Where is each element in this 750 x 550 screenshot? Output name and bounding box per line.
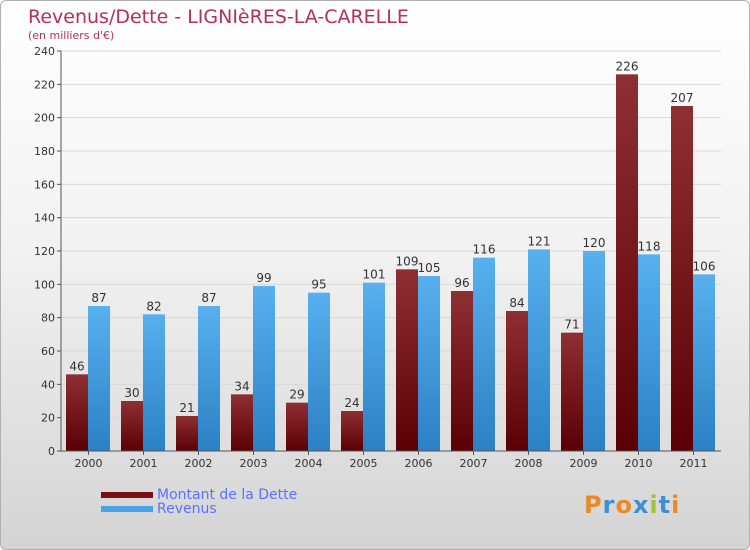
- logo-letter: x: [632, 491, 650, 519]
- data-label-dette: 46: [69, 359, 84, 373]
- data-label-dette: 30: [124, 386, 139, 400]
- y-tick-label: 100: [34, 278, 55, 291]
- bar-dette: [671, 106, 693, 451]
- data-label-dette: 109: [396, 254, 419, 268]
- x-tick-label: 2011: [680, 457, 708, 470]
- data-label-revenus: 82: [146, 299, 161, 313]
- x-tick-label: 2001: [130, 457, 158, 470]
- y-tick-label: 60: [41, 345, 55, 358]
- y-tick-label: 220: [34, 78, 55, 91]
- proxiti-logo: Proxiti: [584, 491, 680, 519]
- data-label-revenus: 101: [363, 268, 386, 282]
- legend-swatch-revenus: [101, 506, 153, 512]
- y-tick-label: 20: [41, 412, 55, 425]
- y-tick-label: 80: [41, 312, 55, 325]
- logo-letter: i: [649, 491, 659, 519]
- logo-letter: r: [602, 491, 616, 519]
- bar-dette: [121, 401, 143, 451]
- x-tick-label: 2002: [185, 457, 213, 470]
- data-label-dette: 34: [234, 379, 249, 393]
- logo-letter: t: [658, 491, 672, 519]
- bar-revenus: [143, 314, 165, 451]
- legend-item-dette: Montant de la Dette: [101, 487, 297, 503]
- chart-subtitle: (en milliers d'€): [28, 29, 115, 42]
- data-label-dette: 21: [179, 401, 194, 415]
- bar-revenus: [473, 257, 495, 451]
- y-tick-label: 180: [34, 145, 55, 158]
- x-tick-label: 2003: [240, 457, 268, 470]
- bar-revenus: [363, 282, 385, 451]
- data-label-revenus: 120: [583, 236, 606, 250]
- data-label-revenus: 106: [693, 259, 716, 273]
- y-tick-label: 200: [34, 112, 55, 125]
- bar-revenus: [88, 306, 110, 451]
- x-tick-label: 2004: [295, 457, 323, 470]
- x-tick-label: 2009: [570, 457, 598, 470]
- x-tick-label: 2005: [350, 457, 378, 470]
- legend-label-dette: Montant de la Dette: [157, 487, 298, 503]
- bar-dette: [506, 311, 528, 451]
- bar-revenus: [198, 306, 220, 451]
- bar-dette: [341, 411, 363, 451]
- y-tick-label: 0: [48, 445, 55, 458]
- logo-letter: P: [584, 491, 603, 519]
- legend-label-revenus: Revenus: [157, 501, 217, 517]
- data-label-revenus: 121: [528, 234, 551, 248]
- bar-dette: [286, 402, 308, 451]
- data-label-dette: 84: [509, 296, 524, 310]
- bar-dette: [231, 394, 253, 451]
- data-label-revenus: 99: [256, 271, 271, 285]
- data-label-dette: 96: [454, 276, 469, 290]
- data-label-revenus: 87: [91, 291, 106, 305]
- bar-dette: [396, 269, 418, 451]
- y-tick-label: 140: [34, 212, 55, 225]
- bar-dette: [561, 332, 583, 451]
- data-label-dette: 207: [671, 91, 694, 105]
- bar-revenus: [638, 254, 660, 451]
- logo-letter: o: [615, 491, 633, 519]
- data-label-revenus: 116: [473, 243, 496, 257]
- data-label-dette: 226: [616, 59, 639, 73]
- x-tick-label: 2007: [460, 457, 488, 470]
- x-tick-label: 2006: [405, 457, 433, 470]
- data-label-dette: 24: [344, 396, 359, 410]
- data-label-dette: 29: [289, 388, 304, 402]
- logo-letter: i: [671, 491, 681, 519]
- bar-dette: [616, 74, 638, 451]
- bar-revenus: [693, 274, 715, 451]
- data-label-revenus: 87: [201, 291, 216, 305]
- data-label-revenus: 105: [418, 261, 441, 275]
- y-tick-label: 120: [34, 245, 55, 258]
- bar-revenus: [308, 292, 330, 451]
- bar-revenus: [528, 249, 550, 451]
- legend-swatch-dette: [101, 492, 153, 498]
- bar-revenus: [418, 276, 440, 451]
- bar-dette: [66, 374, 88, 451]
- y-tick-label: 240: [34, 45, 55, 58]
- y-tick-label: 160: [34, 178, 55, 191]
- x-tick-label: 2010: [625, 457, 653, 470]
- bar-dette: [451, 291, 473, 451]
- legend-item-revenus: Revenus: [101, 501, 217, 517]
- chart-title: Revenus/Dette - LIGNIèRES-LA-CARELLE: [28, 6, 409, 28]
- data-label-revenus: 118: [638, 239, 661, 253]
- data-label-revenus: 95: [311, 278, 326, 292]
- data-label-dette: 71: [564, 318, 579, 332]
- bar-revenus: [583, 251, 605, 451]
- x-tick-label: 2000: [75, 457, 103, 470]
- bar-revenus: [253, 286, 275, 451]
- bar-dette: [176, 416, 198, 451]
- x-tick-label: 2008: [515, 457, 543, 470]
- y-tick-label: 40: [41, 378, 55, 391]
